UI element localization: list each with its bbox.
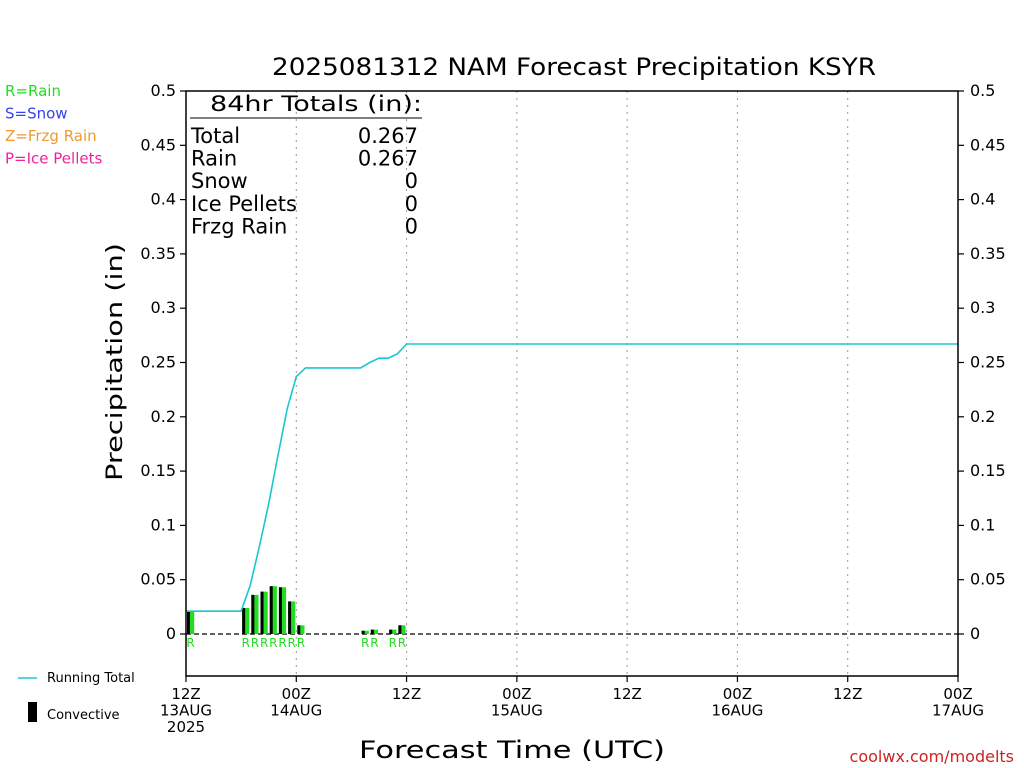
y-tick-label-right: 0.4 bbox=[970, 190, 995, 209]
y-tick-label: 0.15 bbox=[140, 461, 176, 480]
precip-bar bbox=[389, 629, 397, 634]
x-tick-label: 12Z bbox=[833, 685, 862, 703]
y-tick-label: 0 bbox=[166, 624, 176, 643]
x-tick-label: 2025 bbox=[167, 718, 205, 736]
convective-legend-swatch bbox=[28, 702, 37, 722]
bar-type-label: R bbox=[389, 636, 397, 650]
totals-row-value: 0.267 bbox=[358, 124, 418, 148]
precip-bar bbox=[187, 611, 195, 634]
bar-type-label: R bbox=[186, 636, 194, 650]
x-tick-label: 00Z bbox=[723, 685, 752, 703]
y-tick-label-right: 0.1 bbox=[970, 515, 995, 534]
bar-type-label: R bbox=[361, 636, 369, 650]
x-tick-label: 12Z bbox=[612, 685, 641, 703]
y-tick-label-right: 0.2 bbox=[970, 407, 995, 426]
totals-row-label: Total bbox=[190, 124, 240, 148]
x-tick-label: 17AUG bbox=[932, 702, 984, 720]
totals-row-label: Rain bbox=[191, 147, 237, 171]
x-tick-label: 00Z bbox=[282, 685, 311, 703]
y-tick-label: 0.4 bbox=[151, 190, 176, 209]
x-tick-label: 15AUG bbox=[491, 702, 543, 720]
precip-bar bbox=[278, 587, 287, 634]
grid bbox=[295, 91, 849, 676]
bar-type-label: R bbox=[260, 636, 268, 650]
y-axis-right: 0 0.05 0.1 0.15 0.2 0.25 0.3 0.35 0.4 0.45 0.5 bbox=[958, 81, 1006, 643]
y-tick-label: 0.35 bbox=[140, 244, 176, 263]
bar-type-label: R bbox=[278, 636, 286, 650]
bar-type-label: R bbox=[269, 636, 277, 650]
precip-bar bbox=[398, 625, 406, 634]
totals-heading: 84hr Totals (in): bbox=[210, 92, 422, 116]
bar-type-label: R bbox=[288, 636, 296, 650]
bar-type-label: R bbox=[398, 636, 406, 650]
y-tick-label: 0.5 bbox=[151, 81, 176, 100]
precip-bar bbox=[361, 630, 369, 634]
bar-type-label: R bbox=[242, 636, 250, 650]
bar-type-label: R bbox=[251, 636, 259, 650]
totals-row-label: Frzg Rain bbox=[191, 214, 287, 238]
totals-box: 84hr Totals (in): Total 0.267 Rain 0.267 Sno… bbox=[190, 92, 422, 238]
plot-frame bbox=[185, 90, 959, 677]
x-tick-label: 00Z bbox=[943, 685, 972, 703]
totals-row-value: 0 bbox=[405, 169, 418, 193]
y-tick-label-right: 0.45 bbox=[970, 135, 1006, 154]
running-total-line bbox=[186, 343, 958, 613]
bar-series bbox=[187, 586, 406, 634]
legend-entry: Z=Frzg Rain bbox=[5, 127, 97, 145]
totals-row-label: Snow bbox=[191, 169, 248, 193]
bar-type-label: R bbox=[297, 636, 305, 650]
y-tick-label-right: 0.3 bbox=[970, 298, 995, 317]
precip-bar bbox=[297, 625, 305, 634]
totals-row-value: 0 bbox=[405, 192, 418, 216]
y-tick-label: 0.25 bbox=[140, 353, 176, 372]
x-axis-label: Forecast Time (UTC) bbox=[359, 736, 665, 764]
precip-bar bbox=[269, 586, 277, 634]
precip-bar bbox=[251, 594, 259, 634]
x-tick-label: 13AUG bbox=[160, 702, 212, 720]
precip-bar bbox=[288, 601, 296, 634]
x-tick-label: 14AUG bbox=[270, 702, 322, 720]
running-total-legend-label: Running Total bbox=[47, 671, 135, 686]
x-tick-label: 12Z bbox=[171, 685, 200, 703]
y-tick-label: 0.1 bbox=[151, 515, 176, 534]
footer-credit: coolwx.com/modelts bbox=[850, 747, 1014, 766]
y-tick-label-right: 0.35 bbox=[970, 244, 1006, 263]
y-tick-label-right: 0.5 bbox=[970, 81, 995, 100]
legend: R=Rain S=Snow Z=Frzg Rain P=Ice Pellets bbox=[5, 82, 102, 168]
x-tick-label: 12Z bbox=[392, 685, 421, 703]
legend-entry: S=Snow bbox=[5, 105, 68, 123]
precip-bar bbox=[370, 629, 378, 634]
y-tick-label-right: 0 bbox=[970, 624, 980, 643]
totals-row-value: 0.267 bbox=[358, 147, 418, 171]
chart-title: 2025081312 NAM Forecast Precipitation KS… bbox=[272, 53, 876, 81]
x-tick-label: 00Z bbox=[502, 685, 531, 703]
x-tick-label: 16AUG bbox=[711, 702, 763, 720]
precip-bar bbox=[242, 607, 250, 634]
precip-bar bbox=[260, 591, 268, 634]
y-tick-label: 0.2 bbox=[151, 407, 176, 426]
totals-row-label: Ice Pellets bbox=[191, 192, 297, 216]
y-axis-left: 0 0.05 0.1 0.15 0.2 0.25 0.3 0.35 0.4 0.45 0.5 bbox=[140, 81, 186, 643]
convective-legend-label: Convective bbox=[47, 708, 120, 723]
legend-entry: R=Rain bbox=[5, 82, 61, 100]
y-tick-label-right: 0.15 bbox=[970, 461, 1006, 480]
bar-type-label: R bbox=[370, 636, 378, 650]
y-tick-label-right: 0.25 bbox=[970, 353, 1006, 372]
totals-row-value: 0 bbox=[405, 214, 418, 238]
y-tick-label-right: 0.05 bbox=[970, 570, 1006, 589]
y-tick-label: 0.05 bbox=[140, 570, 176, 589]
y-axis-label: Precipitation (in) bbox=[103, 243, 128, 481]
y-tick-label: 0.3 bbox=[151, 298, 176, 317]
legend-entry: P=Ice Pellets bbox=[5, 150, 102, 168]
y-tick-label: 0.45 bbox=[140, 135, 176, 154]
